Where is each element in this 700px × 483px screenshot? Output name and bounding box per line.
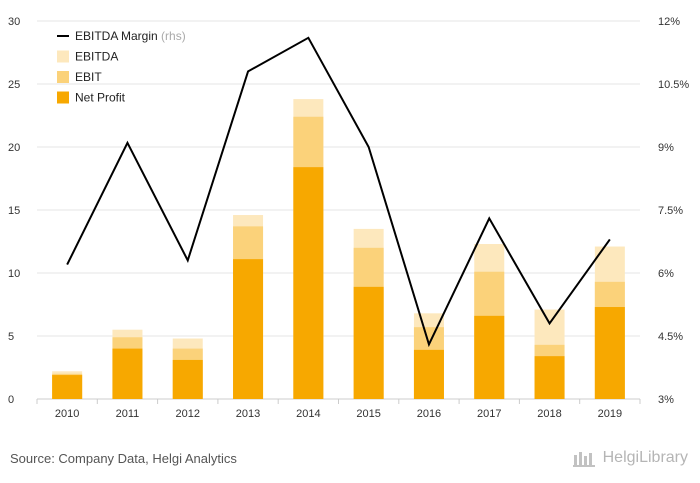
- y-tick-label-left: 30: [8, 16, 20, 28]
- y-tick-label-left: 20: [8, 142, 20, 154]
- bar-net-profit: [413, 349, 444, 399]
- x-tick-label: 2017: [477, 408, 501, 420]
- library-icon: [572, 452, 595, 467]
- x-tick-label: 2012: [176, 408, 200, 420]
- legend-marker-square: [57, 50, 69, 63]
- y-tick-label-right: 7.5%: [658, 205, 683, 217]
- line-ebitda-margin: [66, 36, 611, 348]
- y-tick-label-right: 9%: [658, 142, 674, 154]
- legend-label: Net Profit: [75, 91, 126, 105]
- bar-net-profit: [293, 167, 324, 399]
- x-tick-label: 2011: [116, 408, 140, 420]
- legend-label: EBIT: [75, 70, 102, 84]
- y-tick-label-right: 6%: [658, 268, 674, 280]
- bar-net-profit: [233, 259, 264, 399]
- x-tick-label: 2010: [55, 408, 79, 420]
- x-tick-label: 2015: [356, 408, 380, 420]
- bar-net-profit: [594, 307, 625, 399]
- bar-net-profit: [534, 356, 565, 399]
- y-tick-label-left: 25: [8, 79, 20, 91]
- y-tick-label-right: 3%: [658, 394, 674, 406]
- legend-marker-square: [57, 71, 69, 83]
- brand-logo: HelgiLibrary: [572, 449, 688, 467]
- y-tick-label-right: 4.5%: [658, 331, 683, 343]
- y-tick-label-left: 0: [8, 394, 14, 406]
- bar-net-profit: [474, 315, 505, 399]
- x-tick-label: 2016: [417, 408, 441, 420]
- brand-name: HelgiLibrary: [602, 449, 688, 466]
- x-tick-label: 2014: [296, 408, 320, 420]
- source-note: Source: Company Data, Helgi Analytics: [10, 451, 237, 466]
- bar-net-profit: [52, 375, 83, 399]
- legend-marker-square: [57, 91, 69, 104]
- legend-label: EBITDA Margin (rhs): [75, 29, 186, 43]
- bar-net-profit: [172, 359, 203, 399]
- bar-net-profit: [353, 286, 384, 399]
- y-tick-label-left: 15: [8, 205, 20, 217]
- bar-net-profit: [112, 348, 143, 399]
- y-tick-label-right: 10.5%: [658, 79, 689, 91]
- y-tick-label-left: 10: [8, 268, 20, 280]
- x-tick-label: 2019: [598, 408, 622, 420]
- legend-label: EBITDA: [75, 50, 118, 64]
- y-tick-label-left: 5: [8, 331, 14, 343]
- y-tick-label-right: 12%: [658, 16, 680, 28]
- x-tick-label: 2013: [236, 408, 260, 420]
- x-tick-label: 2018: [537, 408, 561, 420]
